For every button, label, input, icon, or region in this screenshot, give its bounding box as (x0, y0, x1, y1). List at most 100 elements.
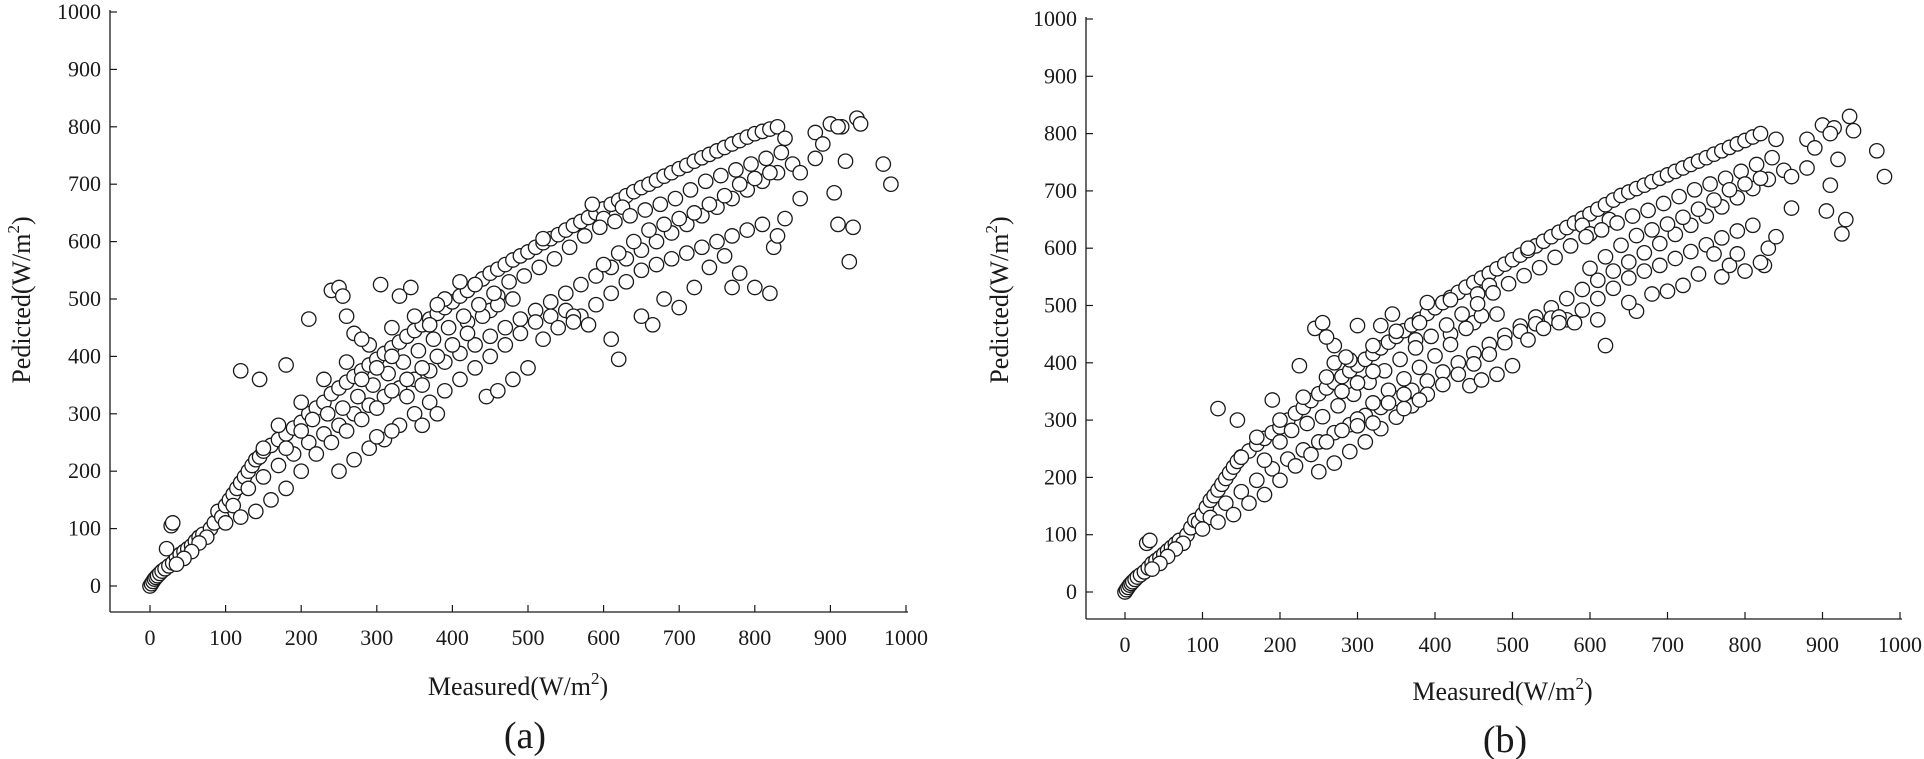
data-point (1876, 168, 1893, 185)
data-point (758, 150, 774, 167)
data-point (1419, 373, 1436, 389)
data-point (1667, 226, 1684, 243)
data-point (1764, 149, 1780, 166)
data-point (486, 285, 502, 302)
data-point (1547, 249, 1563, 266)
data-point (1454, 306, 1470, 322)
data-point (240, 480, 257, 497)
data-point (576, 228, 593, 244)
data-point (1752, 254, 1769, 271)
data-point (712, 167, 729, 184)
data-point (573, 276, 589, 293)
data-point (384, 382, 400, 399)
data-point (1392, 351, 1408, 368)
data-point (1303, 446, 1319, 463)
data-point (1609, 215, 1625, 231)
data-point (338, 308, 355, 325)
data-point (1314, 408, 1331, 425)
y-ticks-a: 0 100 200 300 400 500 600 700 800 900 1000 (57, 0, 117, 598)
y-tick-label: 200 (1044, 464, 1077, 489)
data-point (561, 239, 578, 256)
data-point (1485, 285, 1501, 301)
data-point (1620, 270, 1637, 286)
scatter-points-a (142, 110, 899, 594)
data-point (1520, 332, 1536, 348)
data-point (319, 405, 336, 422)
data-point (368, 428, 385, 445)
data-point (1760, 240, 1777, 257)
data-point (368, 360, 385, 376)
data-point (304, 411, 321, 428)
data-point (527, 314, 544, 330)
data-point (1841, 108, 1858, 125)
data-point (1644, 286, 1660, 302)
data-point (588, 268, 604, 284)
data-point (232, 362, 249, 379)
x-tick-label: 800 (738, 625, 771, 650)
data-point (633, 262, 650, 279)
data-point (1721, 181, 1738, 198)
y-tick-label: 500 (68, 286, 101, 311)
data-point (1248, 472, 1265, 489)
x-tick-label: 900 (814, 625, 847, 650)
y-tick-label: 100 (68, 516, 101, 541)
data-point (1597, 248, 1614, 265)
x-tick-label: 200 (285, 625, 318, 650)
data-point (1520, 240, 1536, 257)
data-point (807, 150, 824, 167)
data-point (232, 509, 249, 525)
y-tick-label: 400 (68, 343, 101, 368)
data-point (1706, 192, 1722, 208)
data-point (1411, 314, 1428, 331)
x-tick-label: 0 (1120, 632, 1131, 657)
x-tick-label: 1000 (1878, 632, 1922, 657)
data-point (368, 400, 385, 416)
data-point (1314, 314, 1331, 331)
data-point (724, 228, 740, 244)
data-point (1248, 429, 1265, 446)
data-point (1380, 395, 1397, 411)
data-point (1365, 363, 1381, 380)
data-point (217, 515, 234, 531)
data-point (1582, 260, 1598, 277)
data-point (338, 354, 355, 370)
data-point (1217, 495, 1234, 512)
data-point (542, 308, 559, 325)
data-point (1272, 412, 1288, 428)
scatter-panel-a: 0 100 200 300 400 500 600 700 800 900 1000 0 100 200… (4, 0, 928, 757)
data-point (334, 288, 351, 304)
data-point (1667, 250, 1684, 267)
data-point (1818, 203, 1835, 219)
x-tick-label: 100 (1186, 632, 1219, 657)
data-point (637, 202, 654, 218)
data-point (1396, 386, 1412, 403)
data-point (1659, 216, 1676, 232)
x-tick-label: 500 (512, 625, 545, 650)
data-point (1558, 290, 1575, 307)
panel-label-a: (a) (504, 715, 546, 757)
data-point (580, 316, 597, 333)
data-point (1272, 434, 1288, 450)
data-point (1620, 294, 1637, 311)
data-point (247, 503, 264, 520)
data-point (622, 207, 638, 224)
data-point (1438, 317, 1455, 333)
data-point (1326, 455, 1343, 471)
data-point (542, 294, 559, 310)
data-point (414, 377, 431, 393)
data-point (225, 497, 242, 514)
data-point (1624, 208, 1641, 224)
data-point (535, 230, 551, 247)
data-point (384, 348, 400, 365)
y-tick-label: 800 (1044, 121, 1077, 146)
data-point (1752, 170, 1769, 187)
data-point (1465, 356, 1482, 372)
data-point (1651, 235, 1668, 252)
data-point (769, 118, 786, 135)
data-point (701, 196, 718, 213)
data-point (1690, 201, 1707, 218)
data-point (701, 259, 718, 276)
data-point (1589, 290, 1606, 307)
data-point (1659, 283, 1676, 300)
